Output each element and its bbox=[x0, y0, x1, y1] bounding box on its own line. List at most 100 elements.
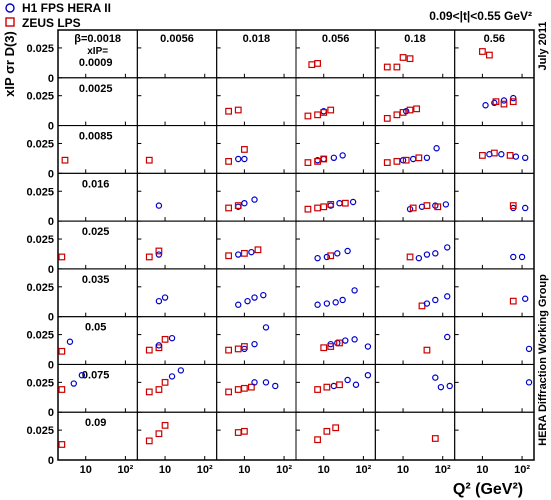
h1-point bbox=[510, 94, 517, 102]
y-tick-label: 0.025 bbox=[26, 377, 54, 389]
h1-point bbox=[351, 287, 358, 294]
x-tick-label: 10 bbox=[238, 464, 250, 476]
xip-label: 0.035 bbox=[82, 274, 110, 286]
xip-label: 0.025 bbox=[82, 226, 110, 238]
y-tick-label: 0.025 bbox=[26, 186, 54, 198]
zeus-point bbox=[304, 205, 312, 213]
zeus-point bbox=[492, 98, 500, 106]
zeus-point bbox=[314, 204, 321, 212]
zeus-point bbox=[225, 346, 233, 354]
xip-label: 0.0025 bbox=[79, 83, 113, 95]
h1-point bbox=[168, 334, 176, 342]
panel-frame bbox=[374, 316, 456, 365]
zeus-point bbox=[155, 386, 163, 393]
h1-point bbox=[342, 337, 349, 344]
y-tick-label: 0 bbox=[48, 121, 54, 133]
panel-frame bbox=[374, 268, 456, 318]
y-tick-label: 0 bbox=[48, 168, 54, 180]
xip-label: 0.0009 bbox=[79, 57, 113, 69]
zeus-point bbox=[58, 386, 66, 393]
zeus-point bbox=[240, 146, 248, 153]
zeus-point bbox=[145, 388, 153, 396]
zeus-point bbox=[393, 157, 401, 165]
x-tick-label: 10 bbox=[397, 464, 409, 476]
zeus-point bbox=[225, 388, 233, 396]
h1-point bbox=[432, 296, 439, 304]
zeus-point bbox=[509, 98, 517, 106]
h1-point bbox=[344, 247, 351, 255]
zeus-point bbox=[485, 51, 493, 59]
h1-point bbox=[235, 155, 242, 163]
h1-point bbox=[432, 374, 439, 381]
h1-point bbox=[260, 291, 267, 299]
zeus-point bbox=[327, 200, 335, 208]
h1-point bbox=[522, 204, 529, 212]
panel-frame bbox=[374, 220, 456, 270]
panel-frame bbox=[374, 411, 456, 461]
zeus-point bbox=[393, 63, 401, 71]
y-tick-label: 0 bbox=[48, 455, 54, 467]
h1-point bbox=[330, 382, 338, 390]
zeus-point bbox=[393, 111, 401, 119]
zeus-point bbox=[336, 339, 343, 347]
xip-corner-label: xIP= bbox=[87, 46, 108, 57]
zeus-point bbox=[225, 252, 233, 260]
panel-frame bbox=[374, 172, 456, 222]
h1-point bbox=[251, 340, 258, 348]
zeus-point bbox=[308, 61, 316, 69]
zeus-point bbox=[234, 106, 242, 114]
zeus-point bbox=[304, 112, 312, 120]
group-label: HERA Diffraction Working Group bbox=[537, 274, 549, 446]
y-tick-label: 0 bbox=[48, 359, 54, 371]
h1-point bbox=[155, 202, 163, 209]
h1-point bbox=[262, 324, 270, 331]
legend-label-h1: H1 FPS HERA II bbox=[22, 1, 111, 15]
zeus-point bbox=[314, 436, 321, 444]
h1-point bbox=[177, 367, 185, 374]
panel-frame bbox=[454, 125, 535, 174]
panel-frame bbox=[216, 411, 297, 461]
x-tick-label: 10² bbox=[117, 464, 133, 476]
y-tick-label: 0 bbox=[48, 216, 54, 228]
x-tick-label: 10² bbox=[514, 464, 530, 476]
xip-label: 0.0085 bbox=[79, 131, 113, 143]
panel-frame bbox=[295, 125, 376, 174]
zeus-point bbox=[490, 149, 498, 157]
zeus-point bbox=[320, 203, 328, 211]
xip-label: 0.09 bbox=[85, 417, 106, 429]
zeus-point bbox=[254, 246, 262, 254]
panel-frame bbox=[374, 125, 456, 174]
panel-grid: 0 0.025 0 0.025 0 0.025 0 0.025 0 0.025 0 0.025 0 0.0… bbox=[26, 29, 535, 476]
panel-frame bbox=[374, 77, 456, 127]
h1-point bbox=[423, 300, 431, 307]
zeus-point bbox=[155, 344, 163, 352]
zeus-point bbox=[240, 384, 248, 392]
panel-frame bbox=[136, 316, 218, 365]
h1-point bbox=[351, 336, 358, 343]
h1-point bbox=[349, 198, 357, 206]
x-axis-title: Q² (GeV²) bbox=[453, 481, 523, 498]
y-tick-label: 0.025 bbox=[26, 330, 54, 342]
y-tick-label: 0 bbox=[48, 73, 54, 85]
x-tick-label: 10² bbox=[435, 464, 451, 476]
beta-label: 0.0056 bbox=[160, 33, 194, 45]
y-tick-label: 0 bbox=[48, 264, 54, 276]
zeus-point bbox=[234, 386, 242, 393]
zeus-point bbox=[240, 249, 248, 257]
h1-point bbox=[262, 379, 270, 386]
y-tick-label: 0 bbox=[48, 407, 54, 419]
y-tick-label: 0.025 bbox=[26, 282, 54, 294]
panel-frame bbox=[136, 363, 218, 413]
zeus-point bbox=[234, 429, 242, 436]
h1-point bbox=[251, 379, 258, 386]
zeus-point bbox=[240, 343, 248, 350]
grid-border bbox=[57, 29, 535, 461]
h1-point bbox=[364, 343, 372, 350]
panel-frame bbox=[136, 172, 218, 222]
panel-frame bbox=[216, 125, 297, 174]
zeus-point bbox=[304, 159, 312, 166]
h1-point bbox=[525, 345, 533, 353]
zeus-point bbox=[161, 378, 169, 386]
legend-label-zeus: ZEUS LPS bbox=[22, 16, 81, 30]
